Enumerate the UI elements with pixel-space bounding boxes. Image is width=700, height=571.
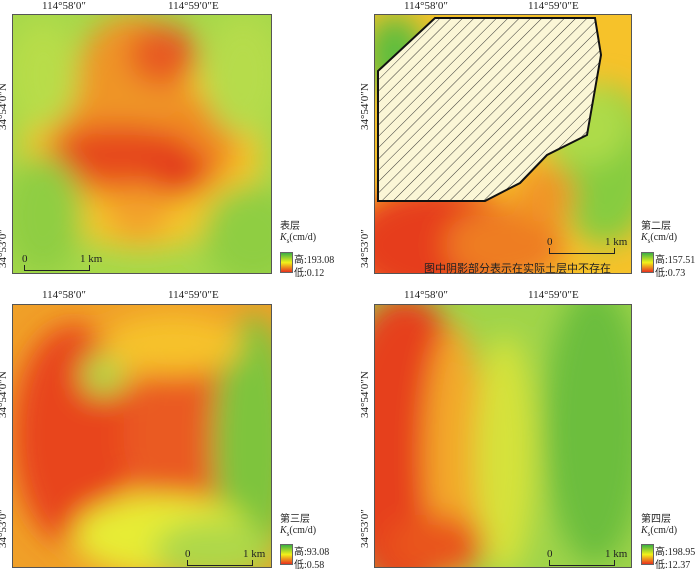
lat-label-1: 34°54′0″N	[359, 371, 371, 418]
lat-label-1: 34°54′0″N	[0, 371, 9, 418]
lon-label-2: 114°59′0″E	[528, 289, 579, 301]
raster-surface-layer	[13, 15, 271, 273]
raster-layer-4	[375, 305, 631, 567]
legend-color-ramp	[641, 252, 654, 273]
legend-low-value: 低:0.58	[294, 560, 325, 571]
legend-color-ramp	[280, 252, 293, 273]
legend-layer-3: 第三层 Ks(cm/d)	[280, 514, 316, 540]
legend-unit: Ks(cm/d)	[641, 525, 678, 538]
legend-high-value: 高:198.95	[655, 547, 696, 558]
lon-label-2: 114°59′0″E	[528, 0, 579, 12]
legend-layer-name: 第二层	[641, 221, 671, 232]
legend-high-value: 高:93.08	[294, 547, 330, 558]
lon-label-1: 114°58′0″	[404, 289, 448, 301]
legend-high-value: 高:157.51	[655, 255, 696, 266]
shading-note: 图中阴影部分表示在实际土层中不存在	[424, 263, 611, 275]
legend-high-value: 高:193.08	[294, 255, 335, 266]
legend-unit: Ks(cm/d)	[641, 232, 678, 245]
lat-label-2: 34°53′0″	[0, 229, 9, 268]
legend-layer-name: 第三层	[280, 514, 310, 525]
lat-label-2: 34°53′0″	[0, 509, 9, 548]
panel-layer-2: 114°58′0″ 114°59′0″E 34°54′0″N 34°53′0″ …	[352, 0, 700, 285]
legend-color-ramp	[641, 544, 654, 565]
raster-layer-3	[13, 305, 271, 567]
panel-layer-4: 114°58′0″ 114°59′0″E 34°54′0″N 34°53′0″ …	[352, 286, 700, 571]
lon-label-1: 114°58′0″	[42, 289, 86, 301]
legend-layer-name: 第四层	[641, 514, 671, 525]
raster-layer-2	[375, 15, 631, 273]
legend-low-value: 低:0.12	[294, 268, 325, 279]
panel-surface-layer: 114°58′0″ 114°59′0″E 34°54′0″N 34°53′0″ …	[0, 0, 350, 285]
map-layer-4	[374, 304, 632, 568]
legend-low-value: 低:12.37	[655, 560, 691, 571]
panel-layer-3: 114°58′0″ 114°59′0″E 34°54′0″N 34°53′0″ …	[0, 286, 350, 571]
legend-color-ramp	[280, 544, 293, 565]
lon-label-2: 114°59′0″E	[168, 0, 219, 12]
map-surface-layer	[12, 14, 272, 274]
map-layer-2	[374, 14, 632, 274]
legend-surface-layer: 表层 Ks(cm/d)	[280, 221, 316, 247]
legend-layer-name: 表层	[280, 221, 300, 232]
legend-layer-2: 第二层 Ks(cm/d)	[641, 221, 677, 247]
lon-label-2: 114°59′0″E	[168, 289, 219, 301]
legend-layer-4: 第四层 Ks(cm/d)	[641, 514, 677, 540]
lat-label-2: 34°53′0″	[359, 509, 371, 548]
lon-label-1: 114°58′0″	[404, 0, 448, 12]
lat-label-2: 34°53′0″	[359, 229, 371, 268]
lat-label-1: 34°54′0″N	[0, 83, 9, 130]
map-layer-3	[12, 304, 272, 568]
legend-unit: Ks(cm/d)	[280, 232, 317, 245]
legend-low-value: 低:0.73	[655, 268, 686, 279]
legend-unit: Ks(cm/d)	[280, 525, 317, 538]
lat-label-1: 34°54′0″N	[359, 83, 371, 130]
lon-label-1: 114°58′0″	[42, 0, 86, 12]
